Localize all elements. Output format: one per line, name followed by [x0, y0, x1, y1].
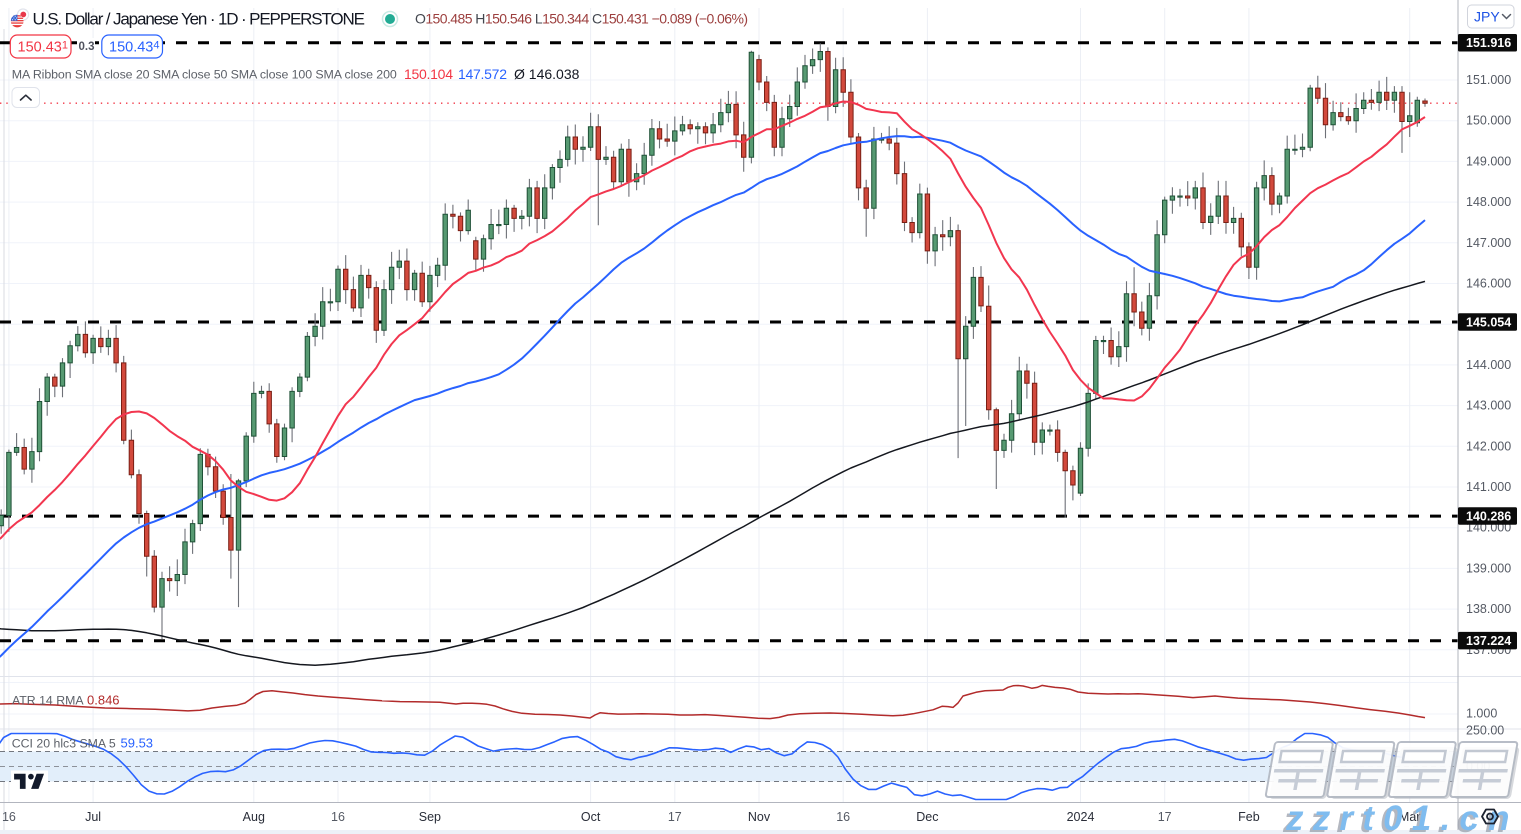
svg-text:JPY: JPY [1474, 9, 1500, 25]
svg-text:Aug: Aug [243, 810, 265, 824]
svg-text:17: 17 [1158, 810, 1172, 824]
svg-text:Oct: Oct [581, 810, 601, 824]
svg-text:2024: 2024 [1067, 810, 1095, 824]
svg-text:148.000: 148.000 [1466, 195, 1511, 209]
svg-text:150.104: 150.104 [404, 66, 453, 82]
svg-text:zzrt01.cn: zzrt01.cn [1285, 799, 1516, 834]
svg-text:Nov: Nov [748, 810, 771, 824]
svg-text:137.224: 137.224 [1466, 634, 1511, 648]
svg-text:0.846: 0.846 [87, 693, 120, 708]
svg-text:149.000: 149.000 [1466, 154, 1511, 168]
svg-text:17: 17 [668, 810, 682, 824]
svg-text:CCI 20 hlc3 SMA 5: CCI 20 hlc3 SMA 5 [12, 737, 116, 751]
svg-text:MA Ribbon SMA close 20 SMA clo: MA Ribbon SMA close 20 SMA close 50 SMA … [12, 68, 397, 82]
svg-text:139.000: 139.000 [1466, 561, 1511, 575]
svg-text:146.000: 146.000 [1466, 277, 1511, 291]
svg-text:16: 16 [836, 810, 850, 824]
svg-text:Ø 146.038: Ø 146.038 [514, 66, 580, 82]
svg-text:Dec: Dec [916, 810, 938, 824]
svg-text:1.000: 1.000 [1466, 707, 1497, 721]
svg-text:143.000: 143.000 [1466, 399, 1511, 413]
svg-text:151.000: 151.000 [1466, 73, 1511, 87]
svg-text:150.434: 150.434 [109, 40, 159, 56]
svg-text:138.000: 138.000 [1466, 602, 1511, 616]
svg-text:0.3: 0.3 [79, 41, 95, 53]
svg-text:150.431: 150.431 [18, 40, 68, 56]
svg-text:142.000: 142.000 [1466, 439, 1511, 453]
svg-text:151.916: 151.916 [1466, 36, 1511, 50]
svg-text:16: 16 [331, 810, 345, 824]
svg-text:16: 16 [2, 810, 16, 824]
svg-text:147.572: 147.572 [458, 66, 507, 82]
svg-text:zzrt01.cn: zzrt01.cn [1282, 801, 1513, 834]
svg-text:140.286: 140.286 [1466, 510, 1511, 524]
svg-text:Feb: Feb [1238, 810, 1260, 824]
svg-text:Jul: Jul [85, 810, 101, 824]
svg-text:U.S. Dollar / Japanese Yen · 1: U.S. Dollar / Japanese Yen · 1D · PEPPER… [33, 10, 366, 29]
svg-text:145.054: 145.054 [1466, 315, 1511, 329]
svg-text:150.000: 150.000 [1466, 114, 1511, 128]
svg-text:Sep: Sep [419, 810, 441, 824]
svg-text:147.000: 147.000 [1466, 236, 1511, 250]
svg-text:144.000: 144.000 [1466, 358, 1511, 372]
svg-text:ATR 14 RMA: ATR 14 RMA [12, 694, 84, 708]
svg-text:Mar: Mar [1399, 810, 1421, 824]
svg-text:O150.485 H150.546 L150.344 C15: O150.485 H150.546 L150.344 C150.431 −0.0… [415, 11, 748, 27]
svg-text:141.000: 141.000 [1466, 480, 1511, 494]
svg-text:59.53: 59.53 [121, 736, 154, 751]
svg-text:250.00: 250.00 [1466, 724, 1504, 738]
